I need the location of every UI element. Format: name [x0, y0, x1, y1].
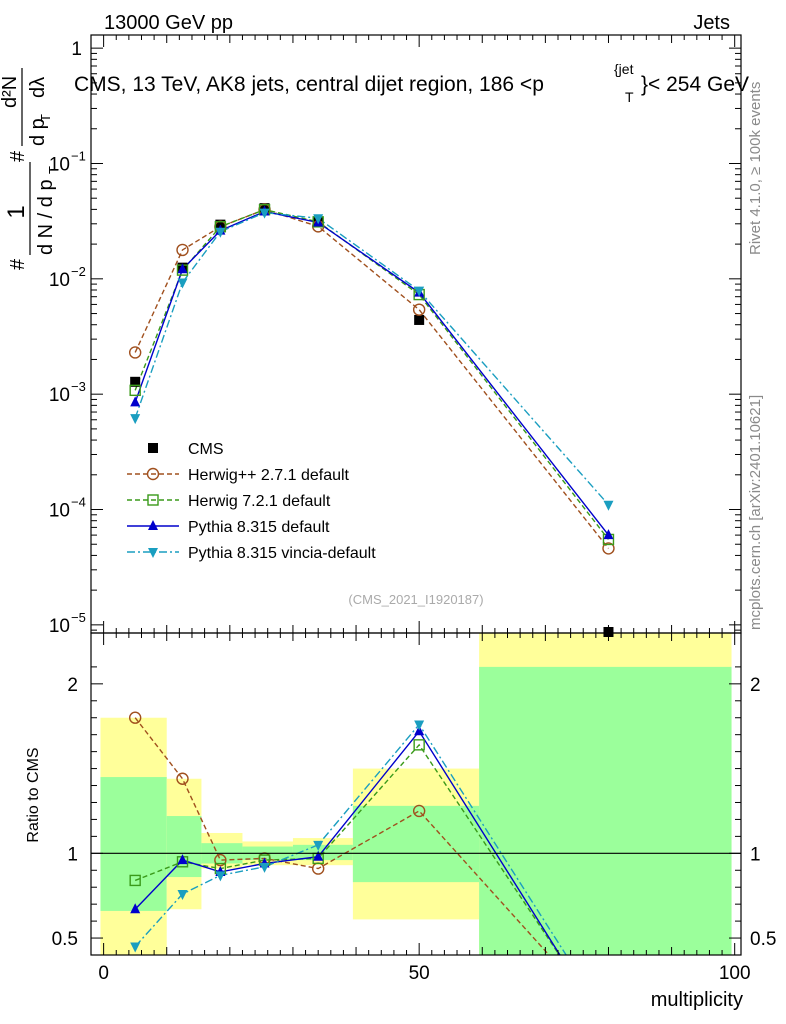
- x-axis-label: multiplicity: [651, 989, 743, 1011]
- ratio-point-3-3: [259, 862, 270, 873]
- ratio-y-tick-left-1: 1: [67, 844, 78, 865]
- y-tick-label-1: 10: [49, 154, 70, 175]
- ratio-point-3-2: [215, 871, 226, 882]
- y-label-den-sub: T: [46, 166, 61, 174]
- ratio-point-2-1: [177, 854, 188, 865]
- legend-label-0: CMS: [188, 441, 224, 458]
- x-tick-label-0: 0: [98, 963, 109, 984]
- main-point-3-0: [130, 396, 141, 407]
- ratio-band-green-6: [479, 666, 732, 955]
- legend-label-1: Herwig++ 2.7.1 default: [188, 467, 350, 484]
- ratio-y-axis-label: Ratio to CMS: [25, 747, 42, 842]
- ratio-point-1-0: [129, 874, 141, 887]
- header-right: Jets: [693, 12, 730, 34]
- main-point-4-6: [603, 500, 614, 511]
- ratio-point-0-0: [128, 711, 142, 724]
- y-tick-label-0: 1: [71, 39, 82, 60]
- ratio-band-green-5: [352, 805, 480, 883]
- plot-title-sup: {jet: [614, 61, 634, 77]
- analysis-watermark: (CMS_2021_I1920187): [348, 592, 483, 607]
- legend-marker-1: [146, 467, 160, 481]
- ratio-point-3-1: [177, 889, 188, 900]
- y-tick-label-5: 10: [49, 616, 70, 637]
- y-tick-exp-1: −1: [71, 148, 86, 163]
- y-tick-exp-4: −4: [71, 495, 86, 510]
- ratio-y-tick-left-2: 2: [67, 675, 78, 696]
- legend-marker-4: [148, 548, 158, 558]
- y-label-d2n: d²N: [0, 76, 21, 108]
- main-point-4-3: [259, 208, 270, 219]
- x-tick-label-1: 50: [409, 963, 430, 984]
- main-series-line-4: [134, 211, 610, 506]
- plot-title: CMS, 13 TeV, AK8 jets, central dijet reg…: [74, 73, 544, 96]
- y-label-dp-sub: T: [38, 114, 53, 122]
- ratio-band-green-1: [166, 816, 202, 878]
- main-point-4-4: [313, 214, 324, 225]
- plot-title-main: CMS, 13 TeV, AK8 jets, central dijet reg…: [74, 73, 544, 96]
- y-tick-exp-3: −3: [71, 379, 86, 394]
- y-tick-label-2: 10: [49, 270, 70, 291]
- y-tick-exp-5: −5: [71, 610, 86, 625]
- main-plot-frame: [90, 34, 742, 634]
- ratio-y-tick-right-0: 0.5: [750, 929, 776, 950]
- axis-ticks: [91, 35, 741, 955]
- legend-marker-0: [148, 443, 158, 453]
- legend: CMS Herwig++ 2.7.1 default Herwig 7.2.1 de…: [127, 441, 376, 562]
- main-point-4-1: [177, 278, 188, 289]
- legend-label-3: Pythia 8.315 default: [188, 519, 330, 536]
- y-tick-label-4: 10: [49, 501, 70, 522]
- y-label-dlambda: dλ: [27, 77, 49, 98]
- mcplots-label: mcplots.cern.ch [arXiv:2401.10621]: [747, 395, 764, 630]
- y-tick-exp-2: −2: [71, 264, 86, 279]
- y-label-den: d N / d p: [35, 179, 57, 255]
- main-point-4-0: [130, 414, 141, 425]
- header-left: 13000 GeV pp: [104, 12, 233, 34]
- ratio-y-tick-right-2: 2: [750, 675, 761, 696]
- ratio-uncertainty-bands: [100, 633, 732, 955]
- ratio-y-tick-left-0: 0.5: [52, 929, 78, 950]
- ratio-point-1-5: [413, 739, 425, 751]
- tick-labels: 110−110−210−310−410 −50.5 0.51 12 20 50 100: [49, 39, 777, 984]
- plot-title-sub: T: [625, 89, 634, 105]
- plot-title-tail: }< 254 GeV: [641, 73, 749, 96]
- legend-label-4: Pythia 8.315 vincia-default: [188, 545, 376, 562]
- x-tick-label-2: 100: [719, 963, 751, 984]
- legend-marker-3: [148, 520, 158, 530]
- ratio-point-0-2: [214, 853, 227, 867]
- ratio-point-3-5: [414, 720, 425, 731]
- ratio-point-3-4: [313, 840, 324, 851]
- main-point-1-5: [412, 303, 426, 316]
- ratio-point-3-0: [130, 942, 141, 953]
- main-series-line-3: [134, 210, 610, 536]
- main-point-0-5: [414, 314, 425, 325]
- legend-marker-2: [147, 494, 159, 506]
- legend-label-2: Herwig 7.2.1 default: [188, 493, 331, 510]
- main-point-0-0: [130, 376, 141, 387]
- ratio-plot-frame: [90, 632, 742, 956]
- y-tick-label-3: 10: [49, 385, 70, 406]
- main-point-3-1: [177, 263, 188, 274]
- main-point-3-6: [603, 529, 614, 540]
- main-point-1-0: [128, 346, 142, 359]
- y-label-dp: d p: [27, 118, 49, 146]
- main-point-1-1: [176, 243, 189, 257]
- main-y-axis-label: # 1 d N / d p T # d²N d p T dλ: [0, 68, 61, 270]
- ratio-markers: [128, 711, 426, 953]
- ratio-point-0-5: [412, 804, 426, 818]
- main-point-2-0: [129, 384, 141, 397]
- main-plot-markers: [128, 203, 615, 637]
- ratio-point-0-1: [176, 772, 189, 785]
- y-label-one: 1: [3, 205, 30, 218]
- main-point-1-6: [602, 542, 615, 555]
- ratio-point-2-0: [130, 903, 141, 914]
- rivet-version-label: Rivet 4.1.0, ≥ 100k events: [747, 82, 764, 255]
- main-point-4-2: [215, 227, 226, 238]
- y-label-hash-2: #: [7, 150, 29, 162]
- ratio-y-tick-right-1: 1: [750, 844, 761, 865]
- ratio-band-green-0: [100, 777, 167, 911]
- y-label-hash-1: #: [7, 258, 29, 270]
- main-point-4-5: [414, 286, 425, 297]
- ratio-point-2-4: [313, 850, 324, 861]
